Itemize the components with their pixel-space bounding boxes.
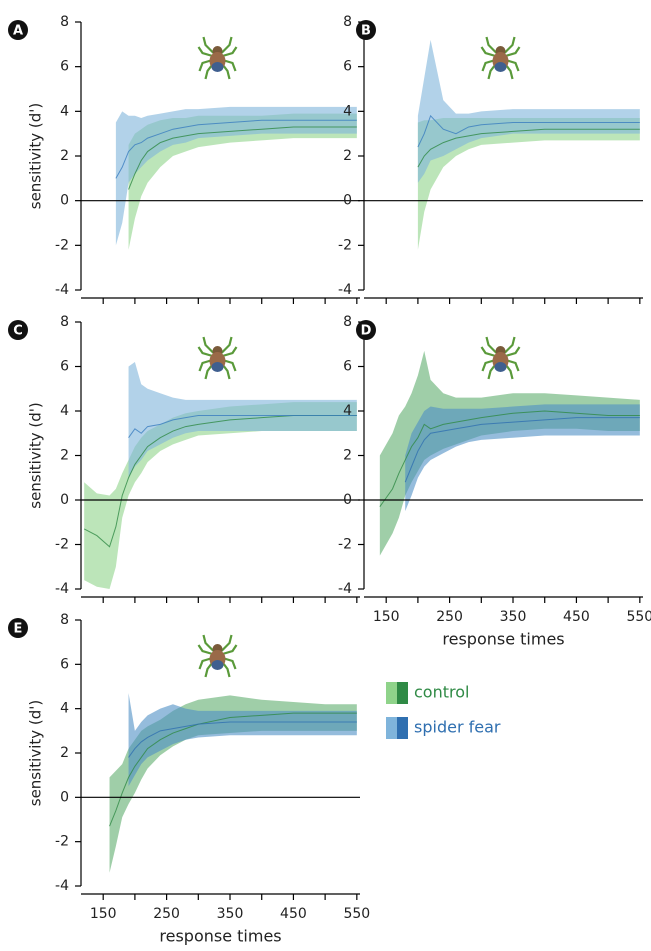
spider-icon (480, 335, 521, 381)
panel-badge (8, 20, 28, 40)
y-tick-label: -4 (55, 581, 69, 597)
mean-line (83, 414, 357, 548)
y-tick-label: 0 (60, 789, 69, 805)
y-tick-label: 4 (60, 103, 69, 119)
x-axis-label: response times (159, 927, 281, 946)
panel-letter: D (361, 324, 372, 339)
x-tick-label: 450 (280, 906, 307, 922)
legend-swatch (386, 717, 397, 739)
x-tick-label: 150 (90, 906, 117, 922)
y-tick-label: 8 (60, 314, 69, 330)
y-tick-label: 0 (343, 193, 352, 209)
legend-swatch (386, 682, 397, 704)
mean-line (404, 417, 640, 483)
y-tick-label: 6 (343, 359, 352, 375)
confidence-band (417, 39, 640, 183)
spider-icon (480, 35, 521, 81)
y-tick-label: -2 (55, 834, 69, 850)
x-tick-label: 550 (343, 906, 370, 922)
y-tick-label: 2 (60, 448, 69, 464)
x-axis-label: response times (442, 630, 564, 649)
legend-label: control (414, 683, 469, 702)
y-tick-label: 8 (60, 612, 69, 628)
x-tick-label: 350 (500, 609, 527, 625)
panel-badge (8, 320, 28, 340)
y-tick-label: 4 (60, 403, 69, 419)
y-tick-label: 0 (343, 492, 352, 508)
y-tick-label: 2 (60, 148, 69, 164)
y-tick-label: -2 (55, 537, 69, 553)
y-tick-label: 4 (60, 701, 69, 717)
x-tick-label: 450 (563, 609, 590, 625)
y-tick-label: 6 (343, 59, 352, 75)
y-tick-label: 0 (60, 193, 69, 209)
y-tick-label: -2 (338, 237, 352, 253)
y-tick-label: 6 (60, 359, 69, 375)
y-tick-label: -2 (55, 237, 69, 253)
legend-swatch (397, 717, 408, 739)
confidence-band (128, 113, 357, 250)
legend-swatch (397, 682, 408, 704)
panel-letter: E (14, 622, 23, 637)
panel-badge (8, 618, 28, 638)
y-tick-label: 4 (343, 403, 352, 419)
confidence-band (115, 106, 357, 246)
panel-badge (356, 320, 376, 340)
mean-line (417, 114, 640, 148)
x-tick-label: 350 (217, 906, 244, 922)
y-tick-label: 6 (60, 656, 69, 672)
y-tick-label: -4 (338, 282, 352, 298)
y-tick-label: 2 (343, 448, 352, 464)
panel-letter: C (13, 324, 23, 339)
confidence-band (128, 693, 357, 787)
y-tick-label: 8 (343, 14, 352, 30)
x-tick-label: 250 (436, 609, 463, 625)
legend-label: spider fear (414, 718, 501, 737)
mean-line (128, 414, 357, 438)
y-tick-label: -4 (338, 581, 352, 597)
y-tick-label: 8 (343, 314, 352, 330)
y-tick-label: 4 (343, 103, 352, 119)
y-axis-label: sensitivity (d') (27, 700, 45, 807)
confidence-band (128, 362, 357, 478)
y-tick-label: 0 (60, 492, 69, 508)
panel-letter: A (13, 24, 23, 39)
mean-line (128, 721, 357, 758)
confidence-band (405, 404, 640, 512)
x-tick-label: 250 (153, 906, 180, 922)
mean-line (128, 126, 357, 190)
spider-icon (197, 35, 238, 81)
mean-line (109, 712, 357, 827)
confidence-band (84, 402, 357, 589)
x-tick-label: 150 (373, 609, 400, 625)
mean-line (115, 119, 357, 179)
x-tick-label: 550 (626, 609, 651, 625)
spider-icon (197, 335, 238, 381)
y-tick-label: 6 (60, 59, 69, 75)
panel-badge (356, 20, 376, 40)
panel-letter: B (361, 24, 371, 39)
confidence-band (379, 350, 640, 556)
y-tick-label: -4 (55, 878, 69, 894)
y-axis-label: sensitivity (d') (27, 402, 45, 509)
y-tick-label: 8 (60, 14, 69, 30)
mean-line (417, 128, 640, 168)
y-tick-label: 2 (60, 745, 69, 761)
y-axis-label: sensitivity (d') (27, 103, 45, 210)
y-tick-label: -2 (338, 537, 352, 553)
y-tick-label: 2 (343, 148, 352, 164)
y-tick-label: -4 (55, 282, 69, 298)
mean-line (379, 410, 640, 507)
spider-icon (197, 633, 238, 679)
